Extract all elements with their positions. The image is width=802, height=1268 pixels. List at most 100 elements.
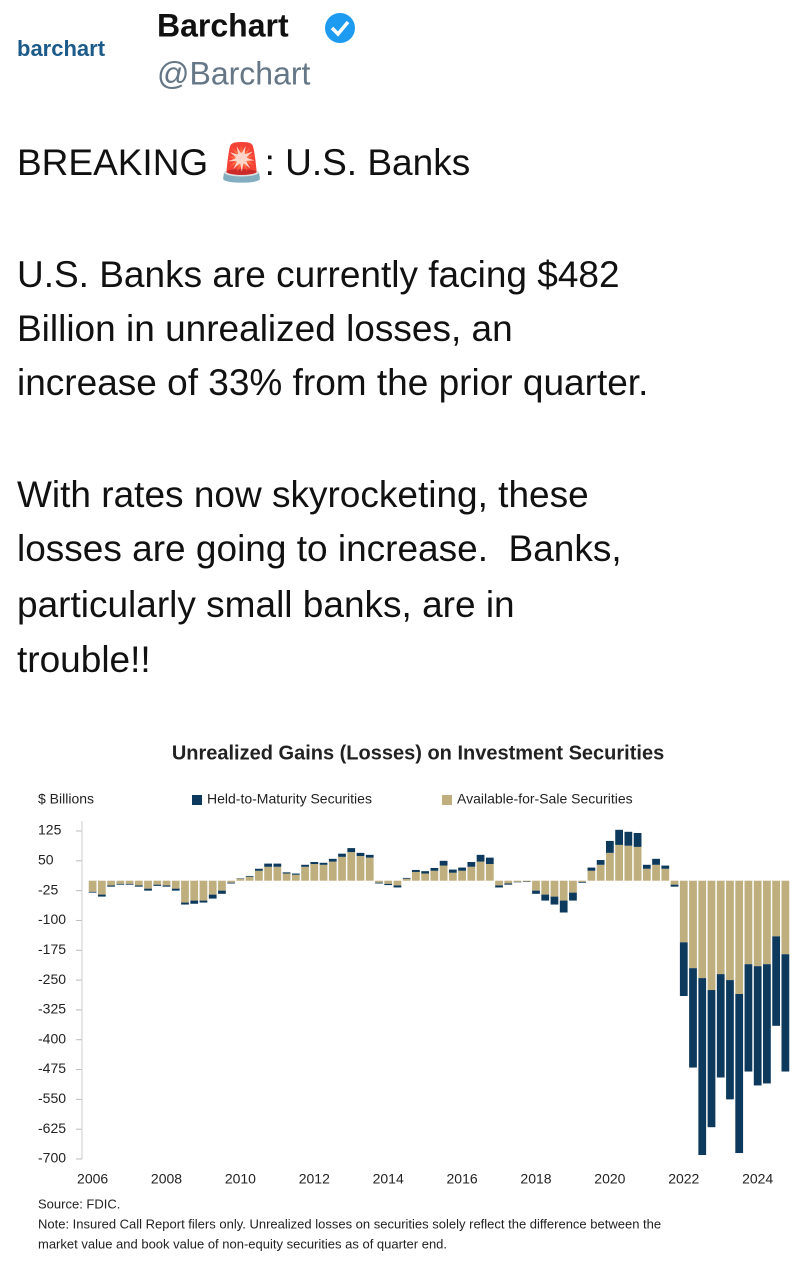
bar-segment: [412, 871, 420, 881]
bar-segment: [559, 880, 568, 901]
bar-segment: [88, 891, 97, 893]
bar-segment: [716, 974, 725, 1078]
bar-segment: [495, 880, 503, 886]
bar-segment: [384, 880, 393, 884]
bar-segment: [652, 858, 660, 865]
bar-segment: [282, 872, 291, 874]
bar-segment: [439, 860, 448, 866]
bar-segment: [781, 954, 790, 1072]
bar-segment: [125, 883, 134, 885]
bar-segment: [448, 872, 457, 881]
bar-segment: [698, 880, 707, 979]
bar-segment: [236, 878, 245, 881]
bar-segment: [661, 865, 670, 869]
bar-segment: [310, 862, 319, 864]
author-handle[interactable]: @Barchart: [157, 55, 311, 91]
bar-segment: [763, 964, 771, 1084]
bar-segment: [310, 863, 319, 881]
bar-segment: [726, 980, 734, 1100]
bar-segment: [661, 868, 670, 881]
y-tick-label: -625: [38, 1120, 66, 1136]
bar-segment: [522, 880, 531, 882]
bar-segment: [753, 966, 762, 1086]
x-tick-label: 2016: [447, 1171, 478, 1187]
bar-segment: [255, 870, 263, 881]
bar-segment: [171, 880, 180, 889]
bar-segment: [624, 845, 633, 881]
y-axis-label: $ Billions: [38, 791, 94, 807]
author-name[interactable]: Barchart: [157, 7, 289, 43]
bar-segment: [504, 880, 513, 884]
bar-segment: [107, 885, 115, 887]
bar-segment: [291, 874, 300, 881]
bar-segment: [578, 880, 587, 882]
bar-segment: [448, 869, 457, 873]
bar-segment: [273, 866, 282, 881]
legend-swatch: [192, 795, 202, 805]
bar-segment: [88, 880, 97, 892]
bar-segment: [301, 864, 309, 867]
legend-label: Available-for-Sale Securities: [457, 791, 633, 807]
bar-segment: [153, 880, 162, 885]
bar-segment: [264, 866, 272, 881]
bar-segment: [587, 867, 596, 871]
bar-segment: [227, 882, 236, 884]
bar-segment: [171, 888, 180, 891]
note: market value and book value of non-equit…: [38, 1236, 447, 1251]
bar-segment: [744, 964, 753, 1072]
bar-segment: [485, 863, 494, 881]
bar-segment: [578, 881, 587, 883]
bar-segment: [615, 829, 623, 845]
x-tick-label: 2022: [668, 1171, 699, 1187]
x-tick-label: 2014: [373, 1171, 404, 1187]
bar-segment: [356, 856, 365, 881]
bar-segment: [689, 968, 697, 1068]
bar-segment: [476, 854, 485, 862]
bar-segment: [744, 880, 753, 965]
bar-segment: [282, 873, 291, 881]
bar-segment: [97, 894, 106, 897]
tweet-text-line: trouble!!: [17, 639, 151, 680]
bar-segment: [134, 880, 143, 886]
bar-segment: [218, 890, 226, 894]
y-tick-label: -700: [38, 1150, 66, 1166]
bar-segment: [550, 896, 559, 905]
bar-segment: [97, 880, 106, 895]
y-tick-label: 125: [38, 822, 62, 838]
chart-title: Unrealized Gains (Losses) on Investment …: [172, 742, 664, 764]
bar-segment: [273, 863, 282, 867]
bar-segment: [763, 880, 771, 965]
x-tick-label: 2018: [520, 1171, 551, 1187]
bar-segment: [642, 864, 651, 869]
tweet-text-line: losses are going to increase. Banks,: [17, 528, 622, 569]
note: Note: Insured Call Report filers only. U…: [38, 1216, 661, 1231]
bar-segment: [541, 880, 550, 895]
bar-segment: [541, 894, 550, 901]
bar-segment: [144, 888, 152, 891]
bar-segment: [162, 880, 171, 886]
bar-segment: [476, 861, 485, 881]
bar-segment: [301, 866, 309, 881]
bar-segment: [393, 885, 402, 888]
bar-segment: [393, 880, 402, 886]
bar-segment: [134, 885, 143, 887]
bar-segment: [726, 880, 734, 981]
bar-segment: [513, 880, 522, 882]
bar-segment: [559, 900, 568, 913]
x-tick-label: 2012: [299, 1171, 330, 1187]
bar-segment: [781, 880, 790, 955]
bar-segment: [107, 880, 115, 886]
bar-segment: [319, 862, 328, 865]
bar-segment: [633, 832, 642, 847]
y-tick-label: -550: [38, 1090, 66, 1106]
bar-segment: [606, 852, 614, 881]
bar-segment: [245, 875, 254, 877]
chart: 125 50 -25 -100 -175 -250 -325 -400 -475 -550 -625…: [38, 791, 790, 1187]
bar-segment: [421, 873, 430, 881]
verified-badge: [325, 13, 355, 43]
tweet-text-line: Billion in unrealized losses, an: [17, 308, 513, 349]
bar-segment: [596, 864, 605, 881]
logo: barchart: [17, 36, 106, 61]
bar-segment: [116, 883, 125, 885]
bar-segment: [467, 866, 476, 881]
